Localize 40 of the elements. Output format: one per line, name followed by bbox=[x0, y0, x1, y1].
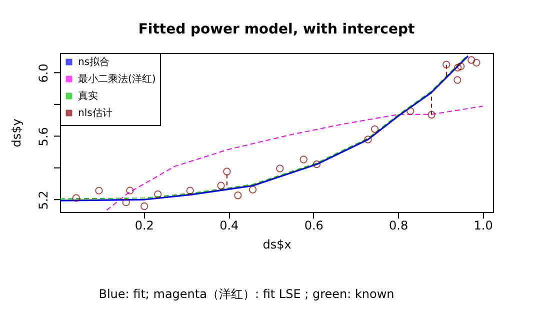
point bbox=[126, 186, 134, 194]
point bbox=[300, 156, 308, 164]
point bbox=[454, 76, 462, 84]
point bbox=[364, 136, 372, 144]
point bbox=[472, 58, 480, 67]
y-tick-label: 5.6 bbox=[36, 127, 50, 146]
text: Blue: fit; magenta（洋红）: fit LSE ; green: known bbox=[98, 287, 394, 301]
x-tick-label: 0.6 bbox=[304, 218, 324, 232]
point bbox=[248, 186, 257, 194]
point bbox=[72, 194, 80, 202]
point bbox=[370, 125, 379, 134]
point bbox=[140, 202, 148, 210]
text: 6.0 bbox=[36, 64, 50, 83]
point bbox=[442, 60, 450, 68]
point bbox=[276, 164, 284, 172]
point bbox=[217, 182, 225, 190]
point bbox=[234, 191, 242, 200]
point bbox=[223, 168, 231, 176]
point bbox=[468, 56, 476, 64]
point bbox=[454, 64, 462, 72]
x-tick-label: 0.4 bbox=[220, 218, 239, 232]
x-tick-label: 0.8 bbox=[389, 218, 408, 232]
point bbox=[122, 198, 130, 206]
legend-label: 最小二乘法(洋红) bbox=[78, 73, 156, 85]
point bbox=[312, 160, 321, 168]
x-tick-label: 0.2 bbox=[134, 218, 154, 232]
point bbox=[406, 107, 414, 115]
x-axis-title: ds$x bbox=[262, 238, 292, 252]
point bbox=[154, 190, 162, 198]
point bbox=[95, 186, 103, 194]
y-tick-label: 5.2 bbox=[36, 190, 50, 210]
y-axis-title: ds$y bbox=[10, 118, 24, 148]
point bbox=[428, 110, 436, 119]
legend-label: 真实 bbox=[78, 90, 98, 102]
point bbox=[456, 62, 465, 70]
text: 1.0 bbox=[474, 218, 493, 232]
point bbox=[186, 186, 194, 194]
legend-label: nls估计 bbox=[78, 107, 112, 119]
chart-title: Fitted power model, with intercept bbox=[138, 22, 415, 38]
legend-label: ns拟合 bbox=[78, 56, 110, 68]
